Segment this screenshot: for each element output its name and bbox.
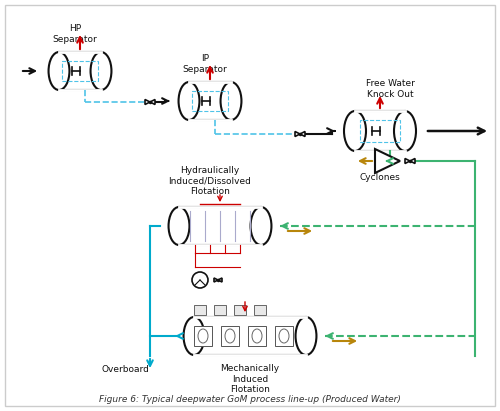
Ellipse shape — [279, 329, 289, 343]
Polygon shape — [218, 278, 222, 282]
Bar — [248, 326, 266, 346]
Bar — [221, 326, 239, 346]
Ellipse shape — [225, 329, 235, 343]
Bar — [192, 90, 228, 111]
Bar — [355, 111, 405, 151]
Text: Free Water
Knock Out: Free Water Knock Out — [366, 79, 414, 99]
Polygon shape — [375, 149, 400, 173]
Polygon shape — [405, 159, 410, 164]
Text: IP
Separator: IP Separator — [182, 54, 228, 74]
Text: Cyclones: Cyclones — [360, 173, 401, 182]
Polygon shape — [150, 99, 155, 104]
Bar — [62, 60, 98, 81]
Bar — [179, 207, 261, 245]
Ellipse shape — [168, 207, 190, 245]
Ellipse shape — [252, 329, 262, 343]
Bar — [194, 305, 206, 315]
Bar — [214, 305, 226, 315]
Bar — [194, 326, 212, 346]
Bar — [59, 52, 101, 90]
Bar — [360, 120, 400, 142]
Ellipse shape — [198, 329, 208, 343]
Bar — [189, 82, 231, 120]
Ellipse shape — [344, 111, 366, 151]
Polygon shape — [410, 159, 415, 164]
Ellipse shape — [220, 82, 242, 120]
Ellipse shape — [394, 111, 416, 151]
Bar — [275, 326, 293, 346]
Ellipse shape — [90, 52, 112, 90]
Bar — [234, 305, 246, 315]
Polygon shape — [295, 132, 300, 136]
Text: Overboard: Overboard — [101, 365, 149, 374]
Bar — [194, 317, 306, 355]
Text: Mechanically
Induced
Flotation: Mechanically Induced Flotation — [220, 364, 280, 394]
Ellipse shape — [250, 207, 272, 245]
Text: Figure 6: Typical deepwater GoM process line-up (Produced Water): Figure 6: Typical deepwater GoM process … — [99, 395, 401, 404]
Text: Hydraulically
Induced/Dissolved
Flotation: Hydraulically Induced/Dissolved Flotatio… — [168, 166, 252, 196]
Ellipse shape — [48, 52, 70, 90]
Ellipse shape — [178, 82, 200, 120]
Text: HP
Separator: HP Separator — [52, 24, 98, 44]
Polygon shape — [145, 99, 150, 104]
Ellipse shape — [296, 317, 316, 355]
Ellipse shape — [184, 317, 204, 355]
Polygon shape — [214, 278, 218, 282]
Circle shape — [192, 272, 208, 288]
Bar — [254, 305, 266, 315]
Polygon shape — [300, 132, 305, 136]
